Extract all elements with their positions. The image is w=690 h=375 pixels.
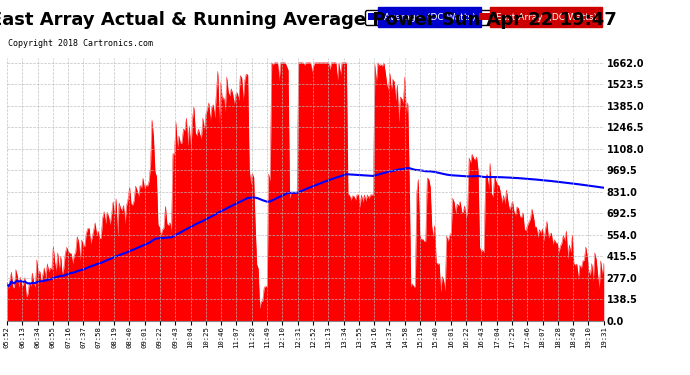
Text: East Array Actual & Running Average Power Sun Apr 22 19:47: East Array Actual & Running Average Powe… bbox=[0, 11, 617, 29]
Text: Copyright 2018 Cartronics.com: Copyright 2018 Cartronics.com bbox=[8, 39, 153, 48]
Legend: Average  (DC Watts), East Array  (DC Watts): Average (DC Watts), East Array (DC Watts… bbox=[365, 10, 599, 24]
